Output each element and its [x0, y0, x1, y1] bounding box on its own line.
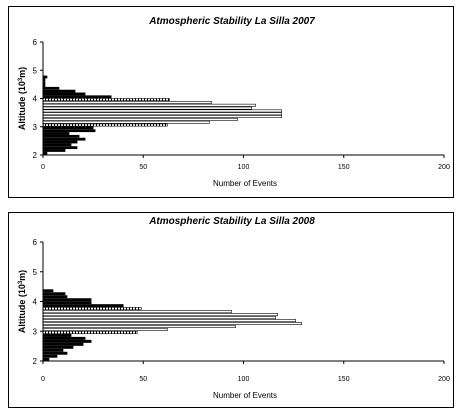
- chart-panel-2007: Atmospheric Stability La Silla 2007 0 50 1…: [8, 6, 454, 198]
- bar-12: [42, 117, 238, 121]
- bar-16: [42, 310, 232, 314]
- bar-3: [42, 348, 64, 352]
- y-tick-label: 4: [33, 95, 38, 104]
- bar-3: [42, 143, 72, 147]
- bar-1: [42, 354, 58, 358]
- x-tick-label: 200: [438, 164, 450, 171]
- x-tick-label: 50: [139, 164, 147, 171]
- x-tick-label: 150: [338, 164, 350, 171]
- bar-4: [42, 345, 74, 349]
- bar-20: [42, 95, 112, 99]
- y-tick-label: 6: [33, 38, 38, 47]
- x-tick-label: 100: [238, 164, 250, 171]
- y-tick-label: 2: [33, 357, 38, 366]
- chart-2007-svg: Atmospheric Stability La Silla 2007 0 50 1…: [17, 16, 450, 188]
- bar-4: [42, 140, 78, 144]
- y-tick-label: 5: [33, 66, 38, 75]
- x-tick-label: 50: [139, 376, 147, 383]
- bar-7: [42, 132, 70, 135]
- bar-12: [42, 322, 302, 325]
- y-tick-label: 6: [33, 238, 38, 247]
- bar-1: [42, 149, 66, 152]
- bar-13: [42, 115, 282, 118]
- x-tick-label: 200: [438, 376, 450, 383]
- chart-title: Atmospheric Stability La Silla 2007: [148, 16, 315, 27]
- bar-15: [42, 109, 282, 113]
- bar-21: [42, 295, 68, 299]
- x-tick-label: 100: [238, 376, 250, 383]
- y-axis-label: Altitude (103m): [17, 67, 27, 130]
- x-axis-label: Number of Events: [213, 391, 277, 400]
- plot-area: 0 50 100 150 200 2 3 4 5 6: [33, 38, 450, 171]
- y-axis-label: Altitude (103m): [17, 270, 27, 333]
- bar-15: [42, 313, 278, 317]
- plot-area: 0 50 100 150 200 2 3 4 5 6: [33, 238, 450, 383]
- bar-9: [42, 330, 138, 334]
- x-tick-label: 0: [41, 164, 45, 171]
- chart-2008-svg: Atmospheric Stability La Silla 2008 0 50 1…: [17, 216, 450, 400]
- bar-0: [42, 357, 50, 361]
- bar-22: [42, 89, 76, 93]
- bar-21: [42, 92, 86, 96]
- bar-23: [42, 289, 54, 293]
- chart-title: Atmospheric Stability La Silla 2008: [148, 216, 315, 227]
- bar-10: [42, 327, 168, 331]
- bar-2: [42, 351, 68, 355]
- bar-11: [42, 325, 236, 328]
- y-tick-label: 4: [33, 298, 38, 307]
- bar-20: [42, 298, 92, 302]
- bar-18: [42, 304, 124, 308]
- y-tick-label: 5: [33, 268, 38, 277]
- bar-5: [42, 342, 84, 346]
- bar-10: [42, 123, 168, 127]
- bar-9: [42, 126, 94, 130]
- bar-5: [42, 137, 86, 141]
- bar-17: [42, 307, 142, 311]
- bar-2: [42, 146, 78, 150]
- bar-23: [42, 86, 60, 90]
- bar-6: [42, 134, 80, 138]
- x-tick-label: 0: [41, 376, 45, 383]
- bar-16: [42, 106, 252, 110]
- bar-19: [42, 301, 92, 305]
- bar-7: [42, 336, 86, 340]
- y-tick-label: 2: [33, 151, 38, 160]
- bar-0: [42, 151, 48, 155]
- bar-14: [42, 316, 276, 320]
- y-tick-label: 3: [33, 123, 38, 132]
- x-axis-label: Number of Events: [213, 179, 277, 188]
- bar-8: [42, 333, 72, 337]
- bar-22: [42, 292, 66, 296]
- bar-14: [42, 112, 282, 116]
- bar-19: [42, 98, 170, 102]
- chart-panel-2008: Atmospheric Stability La Silla 2008 0 50 1…: [8, 212, 454, 408]
- bar-17: [42, 103, 256, 107]
- bar-13: [42, 319, 296, 323]
- bar-27: [42, 75, 48, 79]
- bar-18: [42, 101, 212, 104]
- x-tick-label: 150: [338, 376, 350, 383]
- y-tick-label: 3: [33, 327, 38, 336]
- bar-6: [42, 339, 92, 343]
- bar-11: [42, 120, 210, 124]
- bar-8: [42, 129, 96, 133]
